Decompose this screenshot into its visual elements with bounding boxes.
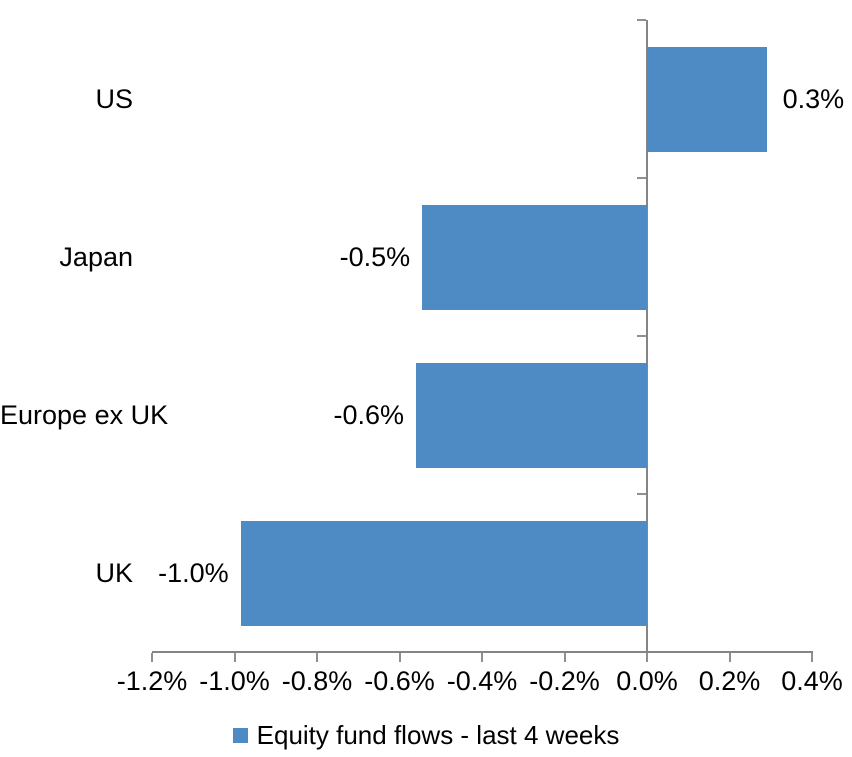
data-label-europe-ex-uk: -0.6% bbox=[333, 400, 404, 430]
data-label-us: 0.3% bbox=[782, 84, 845, 114]
x-tick-label: -1.2% bbox=[116, 666, 188, 696]
x-tick bbox=[481, 653, 483, 662]
x-tick-label: -0.6% bbox=[364, 666, 435, 696]
bar-japan bbox=[422, 204, 647, 310]
x-tick-label: -0.2% bbox=[529, 666, 600, 696]
category-label-uk: UK bbox=[95, 558, 133, 588]
x-tick-label: 0.0% bbox=[616, 666, 678, 696]
x-axis-line bbox=[152, 651, 813, 653]
category-boundary-tick bbox=[637, 335, 646, 337]
x-tick bbox=[316, 653, 318, 662]
x-tick bbox=[811, 653, 813, 662]
category-boundary-tick bbox=[637, 177, 646, 179]
x-tick-label: -0.4% bbox=[446, 666, 518, 696]
x-tick-label: -0.8% bbox=[281, 666, 353, 696]
x-tick-label: 0.2% bbox=[698, 666, 761, 696]
x-tick-label: 0.4% bbox=[781, 666, 843, 696]
legend: Equity fund flows - last 4 weeks bbox=[0, 718, 852, 752]
bar-us bbox=[647, 46, 767, 152]
data-label-uk: -1.0% bbox=[158, 558, 229, 588]
x-tick bbox=[563, 653, 566, 662]
bar-uk bbox=[240, 520, 647, 626]
legend-label: Equity fund flows - last 4 weeks bbox=[256, 720, 620, 750]
bar-europe-ex-uk bbox=[416, 362, 647, 468]
category-label-us: US bbox=[95, 84, 133, 114]
x-tick-label: -1.0% bbox=[199, 666, 270, 696]
x-tick bbox=[233, 653, 236, 662]
x-tick bbox=[728, 653, 731, 662]
legend-swatch-icon bbox=[232, 727, 248, 743]
category-label-japan: Japan bbox=[59, 242, 133, 272]
category-boundary-tick bbox=[637, 493, 646, 495]
data-label-japan: -0.5% bbox=[339, 242, 411, 272]
x-tick bbox=[398, 653, 401, 662]
category-boundary-tick bbox=[637, 19, 646, 21]
x-tick bbox=[151, 653, 153, 662]
zero-axis-line bbox=[646, 20, 648, 652]
x-tick bbox=[646, 653, 648, 662]
category-label-europe-ex-uk: Europe ex UK bbox=[0, 400, 169, 430]
